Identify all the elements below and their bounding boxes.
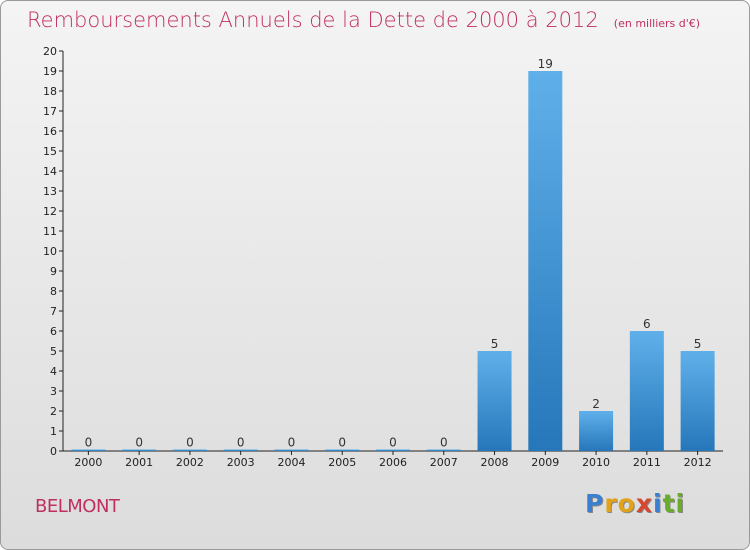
bar [223,449,258,451]
chart-title: Remboursements Annuels de la Dette de 20… [27,8,700,32]
bar-value-label: 5 [491,337,499,351]
logo-letter: i [675,489,686,518]
bar-value-label: 0 [440,436,448,450]
bar-value-label: 5 [694,337,702,351]
y-tick-label: 20 [43,45,57,58]
bar [325,449,360,451]
x-tick-label: 2004 [277,456,305,469]
y-tick-label: 16 [43,125,57,138]
x-tick-label: 2007 [430,456,458,469]
y-tick-label: 8 [50,285,57,298]
logo-letter: r [604,489,618,518]
bar-value-label: 0 [389,436,397,450]
bar [172,449,207,451]
bar-value-label: 0 [288,436,296,450]
bar-value-label: 0 [237,436,245,450]
x-tick-label: 2003 [227,456,255,469]
y-tick-label: 12 [43,205,57,218]
x-tick-label: 2001 [125,456,153,469]
bar [680,351,715,451]
bar [528,71,563,451]
x-tick-label: 2012 [684,456,712,469]
city-name: BELMONT [35,496,120,517]
x-tick-label: 2002 [176,456,204,469]
bar [274,449,309,451]
x-tick-label: 2006 [379,456,407,469]
bar-value-label: 0 [85,436,93,450]
logo-letter: t [662,489,676,518]
bar-value-label: 19 [538,57,553,71]
y-tick-label: 19 [43,65,57,78]
chart-subtitle: (en milliers d'€) [613,17,701,30]
y-tick-label: 14 [43,165,57,178]
y-tick-label: 0 [50,445,57,458]
y-tick-label: 2 [50,405,57,418]
y-tick-label: 5 [50,345,57,358]
bar [122,449,157,451]
x-tick-label: 2010 [582,456,610,469]
y-tick-label: 11 [43,225,57,238]
y-tick-label: 10 [43,245,57,258]
y-tick-label: 9 [50,265,57,278]
x-tick-label: 2009 [531,456,559,469]
y-tick-label: 17 [43,105,57,118]
y-tick-label: 4 [50,365,57,378]
bar-value-label: 2 [592,397,600,411]
y-tick-label: 13 [43,185,57,198]
bar-value-label: 0 [338,436,346,450]
y-tick-label: 6 [50,325,57,338]
x-tick-label: 2008 [481,456,509,469]
bar-value-label: 6 [643,317,651,331]
y-tick-label: 1 [50,425,57,438]
y-tick-label: 15 [43,145,57,158]
x-tick-label: 2011 [633,456,661,469]
x-tick-label: 2005 [328,456,356,469]
x-tick-label: 2000 [74,456,102,469]
y-tick-label: 3 [50,385,57,398]
logo-letter: o [617,489,636,518]
y-tick-label: 18 [43,85,57,98]
chart-title-text: Remboursements Annuels de la Dette de 20… [27,8,599,32]
bar [71,449,106,451]
bar [579,411,614,451]
bar [477,351,512,451]
bar-value-label: 0 [135,436,143,450]
bar-value-label: 0 [186,436,194,450]
bar [376,449,410,451]
logo-letter: x [635,489,653,518]
logo-letter: P [585,489,605,518]
bar [629,331,664,451]
proxiti-logo: Proxiti [585,489,685,518]
y-tick-label: 7 [50,305,57,318]
bar [426,449,461,451]
logo-letter: i [653,489,663,518]
